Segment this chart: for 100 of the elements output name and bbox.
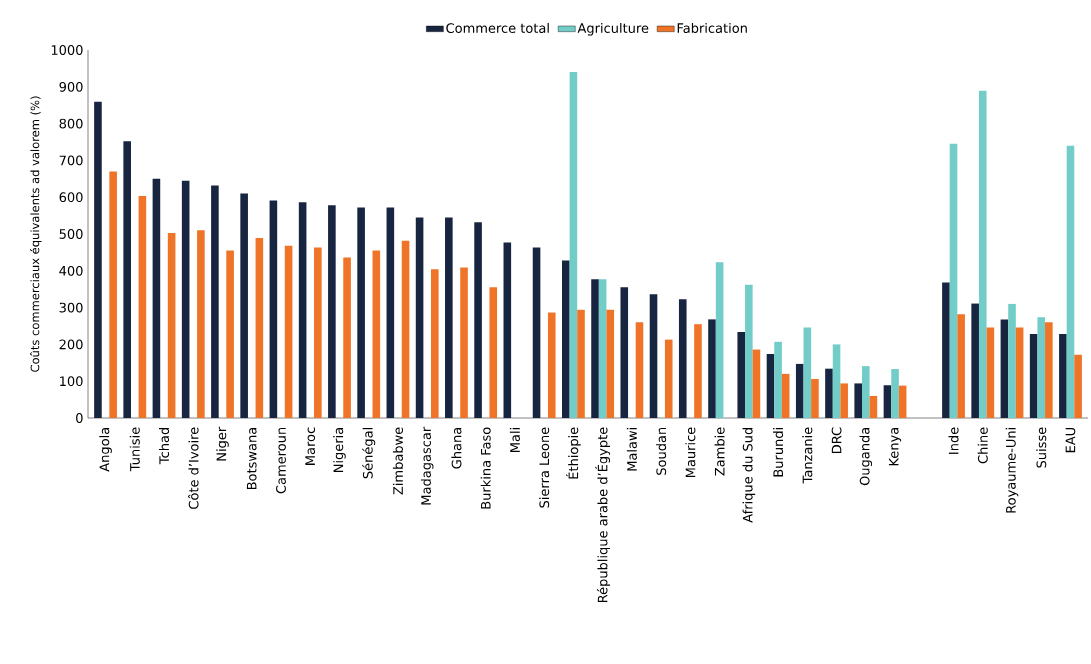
bar <box>854 383 862 418</box>
x-tick-label: Ghana <box>451 427 462 469</box>
x-tick-label: Niger <box>216 426 229 461</box>
bar <box>226 250 234 418</box>
bar <box>561 260 570 418</box>
bar <box>94 101 102 418</box>
bar <box>891 369 899 418</box>
bar <box>569 72 578 418</box>
bar <box>840 383 848 418</box>
x-tick-label: Zambie <box>714 427 725 476</box>
bar <box>737 331 746 418</box>
x-tick-label: Cameroun <box>276 427 286 494</box>
bar <box>489 287 498 418</box>
x-tick-label: Chine <box>977 427 988 464</box>
x-tick-label: Royaume-Uni <box>1005 427 1019 513</box>
bar <box>1037 317 1046 418</box>
x-tick-label: Angola <box>99 427 112 472</box>
bar <box>415 217 424 418</box>
bar <box>386 207 395 418</box>
x-tick-label: Côte d’Ivoire <box>187 427 199 509</box>
bar <box>694 324 702 418</box>
y-axis-title: Coûts commerciaux équivalents ad valorem (%) <box>29 96 42 372</box>
bar <box>255 238 264 418</box>
bar <box>240 193 248 418</box>
bar <box>298 202 307 418</box>
bar <box>942 282 950 418</box>
bar <box>181 180 190 418</box>
bar <box>1015 327 1024 418</box>
bar <box>649 294 658 418</box>
bar <box>832 344 841 418</box>
x-tick-label: Tunisie <box>129 427 140 472</box>
x-tick-label: Malawi <box>626 428 637 471</box>
bar <box>1059 334 1067 418</box>
x-tick-label: Kenya <box>888 427 902 466</box>
x-tick-label: Tanzanie <box>802 427 813 484</box>
x-tick-label: Madagascar <box>420 426 434 505</box>
bar <box>781 373 790 418</box>
x-tick-label: Ouganda <box>859 427 873 486</box>
x-tick-label: Maroc <box>305 427 316 465</box>
bar <box>752 349 761 418</box>
bar <box>197 230 205 418</box>
bar <box>803 327 812 418</box>
x-tick-label: Éthiopie <box>566 427 581 479</box>
legend-label: Agriculture <box>577 22 649 36</box>
bar <box>795 363 804 418</box>
x-tick-label: Maurice <box>685 427 696 478</box>
bar <box>664 339 673 418</box>
bar <box>678 299 687 418</box>
bar <box>715 262 724 418</box>
legend-label: Commerce total <box>446 22 549 33</box>
bar <box>431 269 439 418</box>
y-tick-label: 200 <box>59 339 83 350</box>
x-tick-label: Sierra Leone <box>539 427 550 508</box>
bar <box>109 171 117 418</box>
y-tick-label: 700 <box>59 155 83 166</box>
bar <box>862 366 870 418</box>
bar <box>825 368 833 418</box>
x-tick-label: Botswana <box>246 427 257 490</box>
bar <box>606 309 615 418</box>
bar <box>971 303 979 418</box>
bar <box>152 178 161 418</box>
y-tick-label: 100 <box>60 376 83 387</box>
bar <box>949 143 958 418</box>
bar <box>883 385 892 418</box>
x-tick-label: Afrique du Sud <box>742 427 756 523</box>
legend-label: Fabrication <box>677 22 747 33</box>
x-tick-label: Soudan <box>656 427 667 475</box>
bar <box>167 232 176 418</box>
x-tick-label: République arabe d’Égypte <box>595 427 611 603</box>
x-tick-label: EAU <box>1065 427 1076 453</box>
bar <box>445 217 453 418</box>
bar <box>123 141 131 418</box>
bar <box>1066 145 1075 418</box>
bar <box>1008 303 1016 418</box>
bar <box>547 312 556 418</box>
bar <box>591 279 599 418</box>
bar <box>774 341 782 418</box>
bar <box>532 247 541 418</box>
bar <box>284 245 293 418</box>
bar <box>269 200 278 418</box>
x-tick-label: Mali <box>509 428 520 452</box>
y-tick-label: 1000 <box>51 45 83 55</box>
bar <box>598 279 607 418</box>
bar <box>745 284 753 418</box>
bar <box>138 196 147 418</box>
bar <box>1000 319 1009 418</box>
bar <box>957 314 965 418</box>
bar <box>372 250 381 418</box>
bar <box>1029 334 1038 418</box>
y-tick-label: 600 <box>59 192 83 203</box>
bar <box>986 327 995 418</box>
bar <box>328 205 336 418</box>
y-tick-label: 300 <box>59 302 83 313</box>
x-tick-label: Sénégal <box>362 428 376 479</box>
bar <box>1074 354 1082 418</box>
y-tick-label: 0 <box>76 413 83 423</box>
x-tick-label: Suisse <box>1036 427 1047 468</box>
bar <box>635 322 644 418</box>
x-tick-label: Zimbabwe <box>392 427 403 495</box>
bar <box>401 240 410 418</box>
